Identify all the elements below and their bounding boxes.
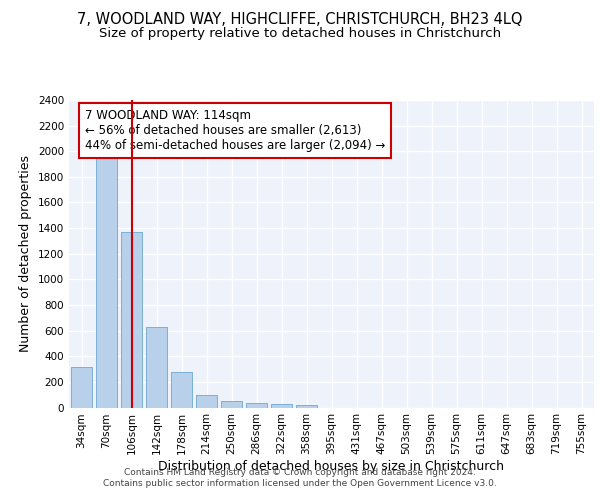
Bar [146, 327, 167, 407]
X-axis label: Distribution of detached houses by size in Christchurch: Distribution of detached houses by size … [158, 460, 505, 473]
Bar [296, 404, 317, 407]
Bar [271, 404, 292, 407]
Text: 7 WOODLAND WAY: 114sqm
← 56% of detached houses are smaller (2,613)
44% of semi-: 7 WOODLAND WAY: 114sqm ← 56% of detached… [85, 109, 385, 152]
Bar [96, 158, 117, 408]
Text: Size of property relative to detached houses in Christchurch: Size of property relative to detached ho… [99, 28, 501, 40]
Bar [121, 232, 142, 408]
Bar [171, 372, 192, 408]
Y-axis label: Number of detached properties: Number of detached properties [19, 155, 32, 352]
Bar [221, 402, 242, 407]
Bar [196, 394, 217, 407]
Bar [71, 367, 92, 408]
Text: Contains HM Land Registry data © Crown copyright and database right 2024.
Contai: Contains HM Land Registry data © Crown c… [103, 468, 497, 487]
Text: 7, WOODLAND WAY, HIGHCLIFFE, CHRISTCHURCH, BH23 4LQ: 7, WOODLAND WAY, HIGHCLIFFE, CHRISTCHURC… [77, 12, 523, 28]
Bar [246, 403, 267, 407]
